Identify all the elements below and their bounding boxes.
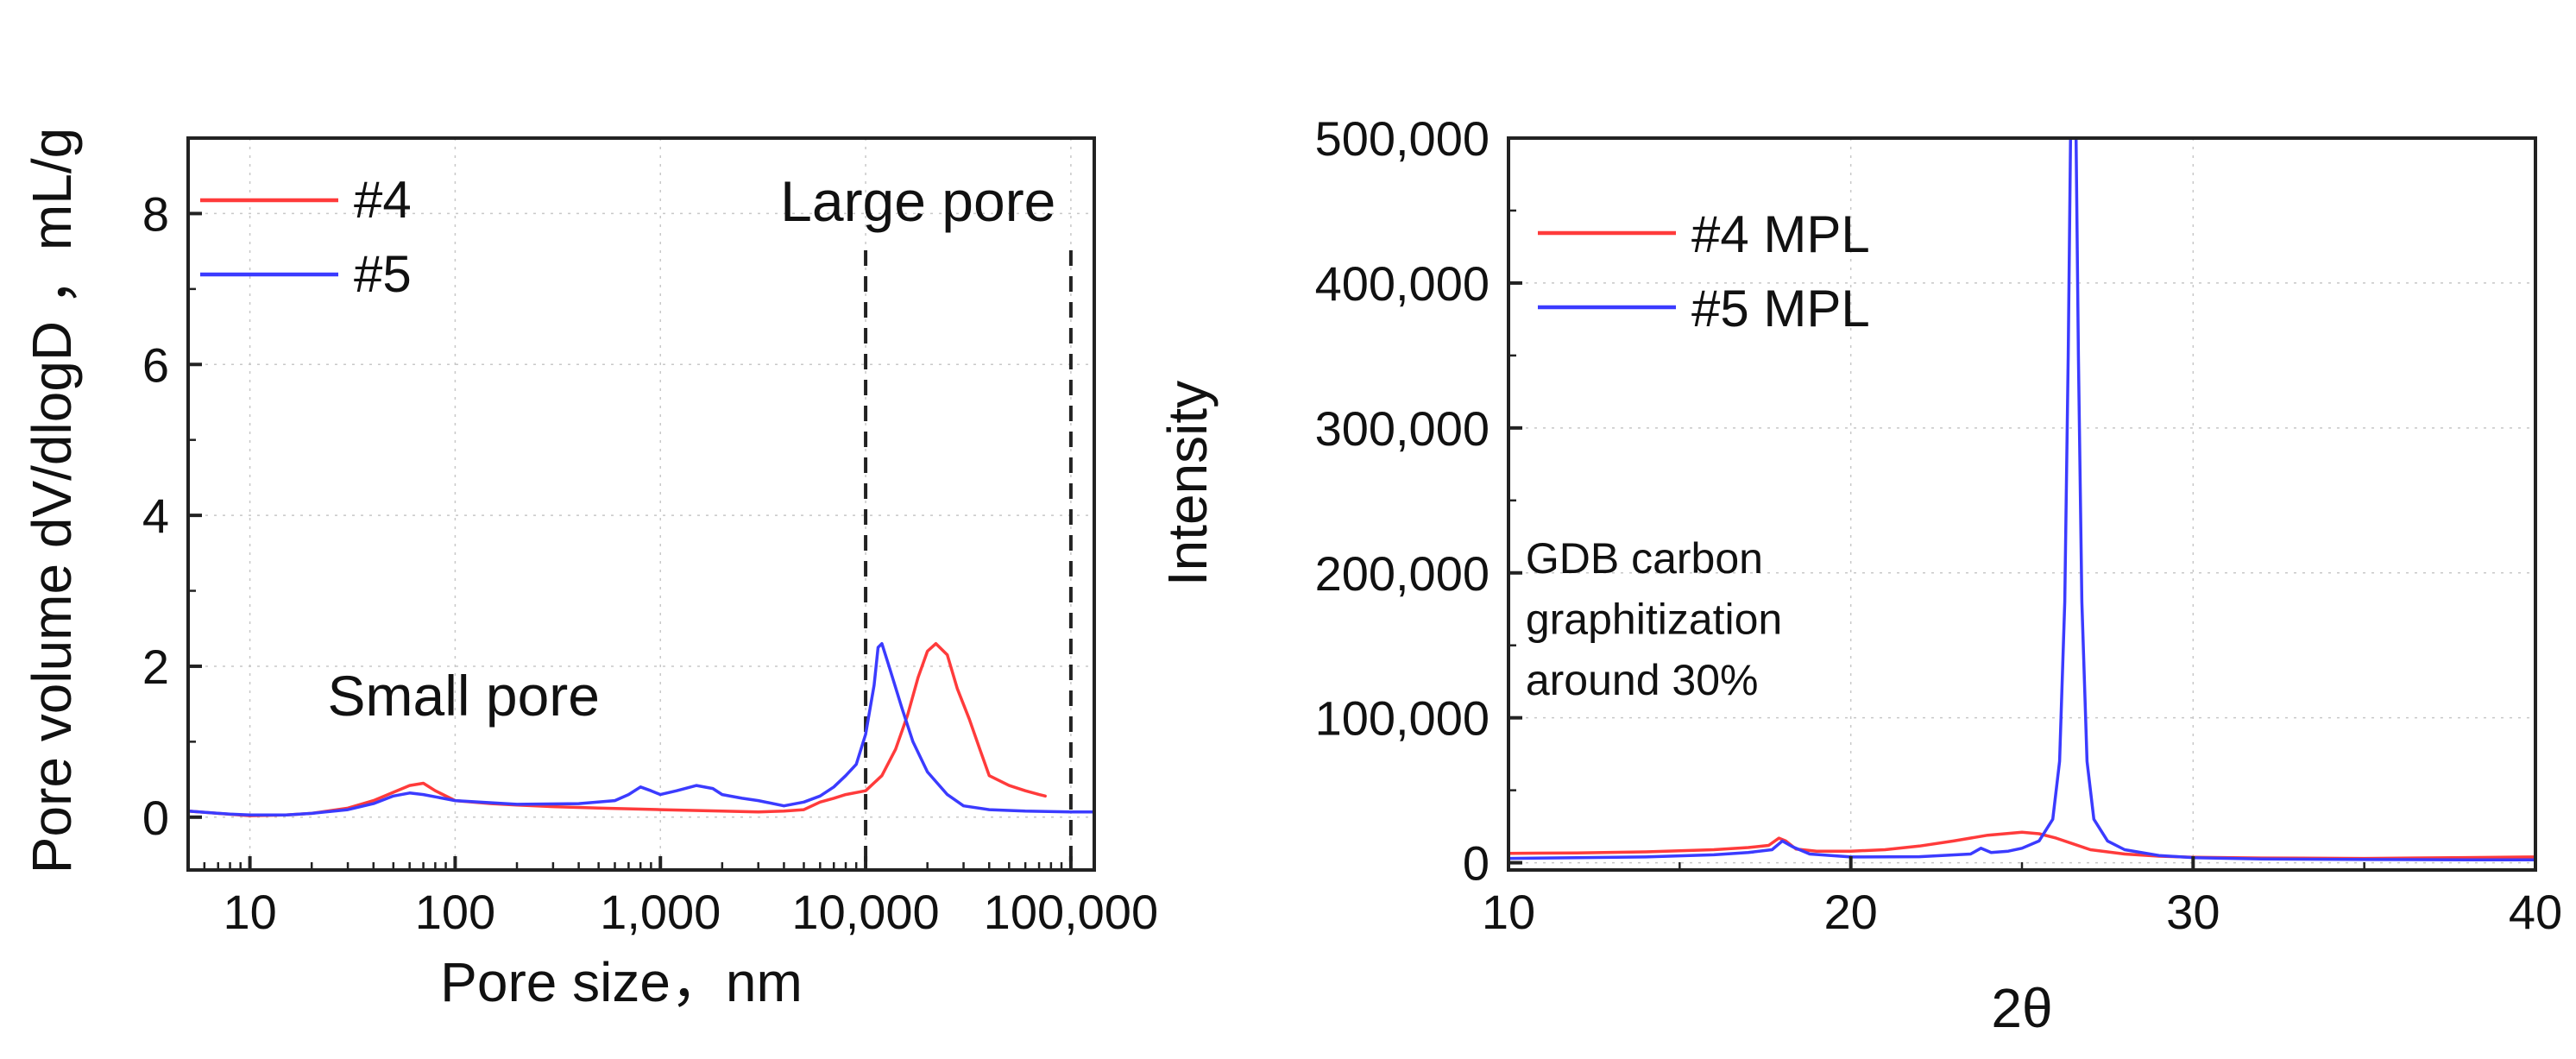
annotation-graphitization: graphitization	[1526, 595, 1782, 643]
x-tick-label: 40	[2509, 885, 2562, 939]
legend-label-5-mpl: #5 MPL	[1691, 280, 1870, 337]
x-axis-title: 2θ	[1991, 977, 2052, 1039]
x-tick-label: 100,000	[984, 885, 1158, 939]
annotation-around-30: around 30%	[1526, 656, 1759, 704]
axis-ticks	[186, 211, 1073, 870]
y-tick-label: 100,000	[1315, 691, 1490, 746]
series-line-5	[186, 641, 1096, 816]
region-divider-lines	[864, 250, 1073, 870]
annotation-gdb-carbon: GDB carbon	[1526, 534, 1763, 583]
y-tick-labels: 0 2 4 6 8	[142, 186, 169, 844]
x-tick-label: 1,000	[600, 885, 721, 939]
x-tick-label: 20	[1824, 885, 1878, 939]
grid	[188, 138, 1094, 870]
y-axis-title: Pore volume dV/dlogD ，mL/g	[21, 128, 83, 873]
annotation-small-pore: Small pore	[328, 664, 600, 728]
x-tick-labels: 10 100 1,000 10,000 100,000	[223, 885, 1158, 939]
plot-frame	[186, 136, 1096, 872]
y-axis-title: Intensity	[1156, 381, 1219, 586]
y-tick-label: 200,000	[1315, 546, 1490, 601]
series-line-4-mpl	[1507, 830, 2537, 860]
legend: #4 #5	[200, 171, 412, 303]
x-axis-title: Pore size，nm	[440, 951, 803, 1013]
y-tick-label: 500,000	[1315, 111, 1490, 166]
y-tick-labels: 0 100,000 200,000 300,000 400,000 500,00…	[1315, 111, 1490, 891]
y-tick-label: 6	[142, 337, 169, 392]
x-tick-label: 30	[2166, 885, 2220, 939]
y-tick-label: 300,000	[1315, 401, 1490, 456]
y-tick-label: 0	[1463, 836, 1490, 891]
x-tick-label: 10	[1482, 885, 1535, 939]
y-tick-label: 2	[142, 640, 169, 694]
y-tick-label: 0	[142, 791, 169, 845]
y-tick-label: 8	[142, 186, 169, 241]
x-tick-label: 10,000	[791, 885, 939, 939]
legend-label-4: #4	[354, 171, 412, 229]
legend-label-4-mpl: #4 MPL	[1691, 205, 1870, 263]
y-tick-label: 400,000	[1315, 256, 1490, 311]
series-line-5-mpl	[1507, 136, 2537, 861]
plot-frame	[1507, 136, 2537, 872]
grid	[1508, 138, 2535, 870]
series-lines	[186, 641, 1096, 817]
series-lines	[1507, 136, 2537, 861]
legend-label-5: #5	[354, 245, 412, 303]
annotation-large-pore: Large pore	[780, 169, 1055, 233]
x-tick-label: 100	[415, 885, 495, 939]
xrd-chart: 0 100,000 200,000 300,000 400,000 500,00…	[1156, 111, 2562, 1039]
series-line-4	[186, 641, 1047, 817]
pore-size-chart: 0 2 4 6 8 10 100 1,000 10,000 100,000 Po…	[21, 128, 1158, 1013]
x-tick-labels: 10 20 30 40	[1482, 885, 2562, 939]
x-tick-label: 10	[223, 885, 276, 939]
legend: #4 MPL #5 MPL	[1538, 205, 1870, 337]
y-tick-label: 4	[142, 489, 169, 543]
axis-ticks	[1507, 136, 2537, 870]
